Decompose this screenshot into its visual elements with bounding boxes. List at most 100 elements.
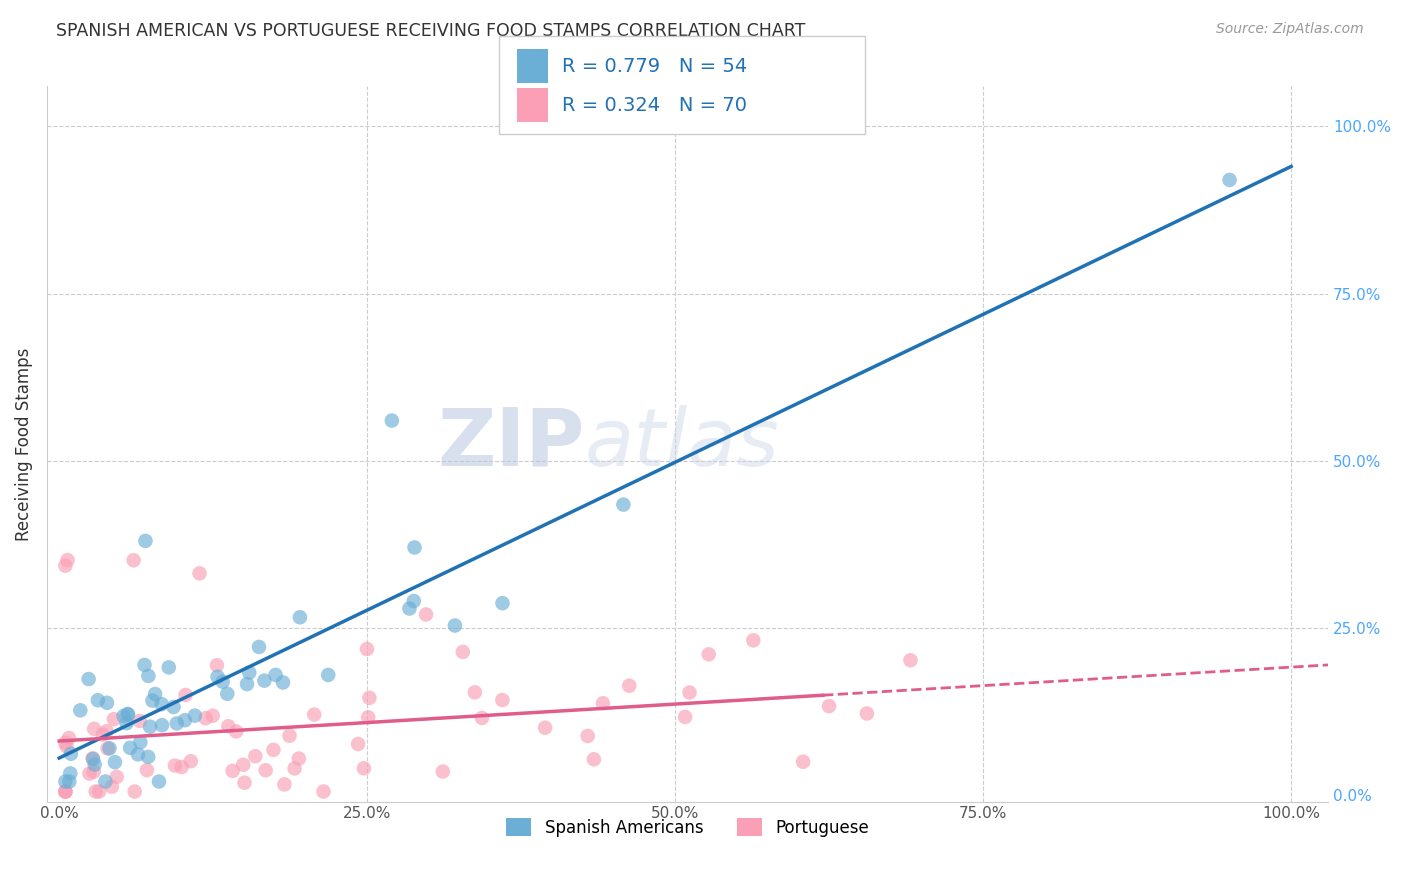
Point [356,642,378,657]
Point [184,708,207,723]
Point [205,658,228,673]
Point [288,751,311,765]
Point [117,706,139,721]
Point [135,763,157,777]
Point [582,752,605,766]
Point [87,693,110,707]
Point [139,720,162,734]
Point [112,709,135,723]
Point [444,618,467,632]
Point [247,640,270,654]
Point [101,780,124,794]
Point [262,743,284,757]
Point [253,673,276,688]
Point [53,784,76,798]
Point [1219,173,1241,187]
Point [103,712,125,726]
Text: R = 0.779   N = 54: R = 0.779 N = 54 [562,56,748,76]
Point [59,766,82,780]
Point [134,657,156,672]
Point [678,685,700,699]
Point [157,660,180,674]
Point [673,710,696,724]
Point [592,696,614,710]
Point [238,665,260,680]
Point [232,757,254,772]
Point [170,760,193,774]
Point [148,774,170,789]
Point [211,674,233,689]
Point [104,755,127,769]
Point [359,690,381,705]
Point [402,594,425,608]
Point [233,775,256,789]
Point [138,669,160,683]
Point [398,601,420,615]
Point [612,498,634,512]
Point [697,648,720,662]
Point [284,761,307,775]
Legend: Spanish Americans, Portuguese: Spanish Americans, Portuguese [499,812,876,843]
Point [141,693,163,707]
Point [217,687,239,701]
Point [96,696,118,710]
Point [77,672,100,686]
Point [491,693,513,707]
Point [129,735,152,749]
Point [128,714,150,728]
Point [273,777,295,791]
Point [162,700,184,714]
Point [105,770,128,784]
Point [278,729,301,743]
Point [180,754,202,768]
Point [53,736,76,750]
Point [120,740,142,755]
Point [254,763,277,777]
Point [381,413,404,427]
Point [59,747,82,761]
Point [143,687,166,701]
Point [415,607,437,622]
Point [792,755,814,769]
Point [150,718,173,732]
Point [127,747,149,762]
Point [79,766,101,780]
Point [225,724,247,739]
Point [122,553,145,567]
Point [404,541,426,555]
Point [58,774,80,789]
Point [115,716,138,731]
Point [163,758,186,772]
Text: atlas: atlas [585,405,780,483]
Point [53,558,76,573]
Point [96,741,118,756]
Point [818,699,841,714]
Point [83,722,105,736]
Point [221,764,243,778]
Point [134,533,156,548]
Point [53,784,76,798]
Point [619,679,641,693]
Point [900,653,922,667]
Point [357,710,380,724]
Point [136,750,159,764]
Point [207,670,229,684]
Y-axis label: Receiving Food Stamps: Receiving Food Stamps [15,347,32,541]
Point [347,737,370,751]
Point [69,703,91,717]
Point [98,741,121,756]
Point [312,784,335,798]
Point [55,739,77,754]
Text: SPANISH AMERICAN VS PORTUGUESE RECEIVING FOOD STAMPS CORRELATION CHART: SPANISH AMERICAN VS PORTUGUESE RECEIVING… [56,22,806,40]
Text: Source: ZipAtlas.com: Source: ZipAtlas.com [1216,22,1364,37]
Point [117,707,139,722]
Point [174,688,197,702]
Point [245,749,267,764]
Point [316,668,339,682]
Point [188,566,211,581]
Point [534,721,557,735]
Point [451,645,474,659]
Point [353,761,375,775]
Point [82,752,104,766]
Point [288,610,311,624]
